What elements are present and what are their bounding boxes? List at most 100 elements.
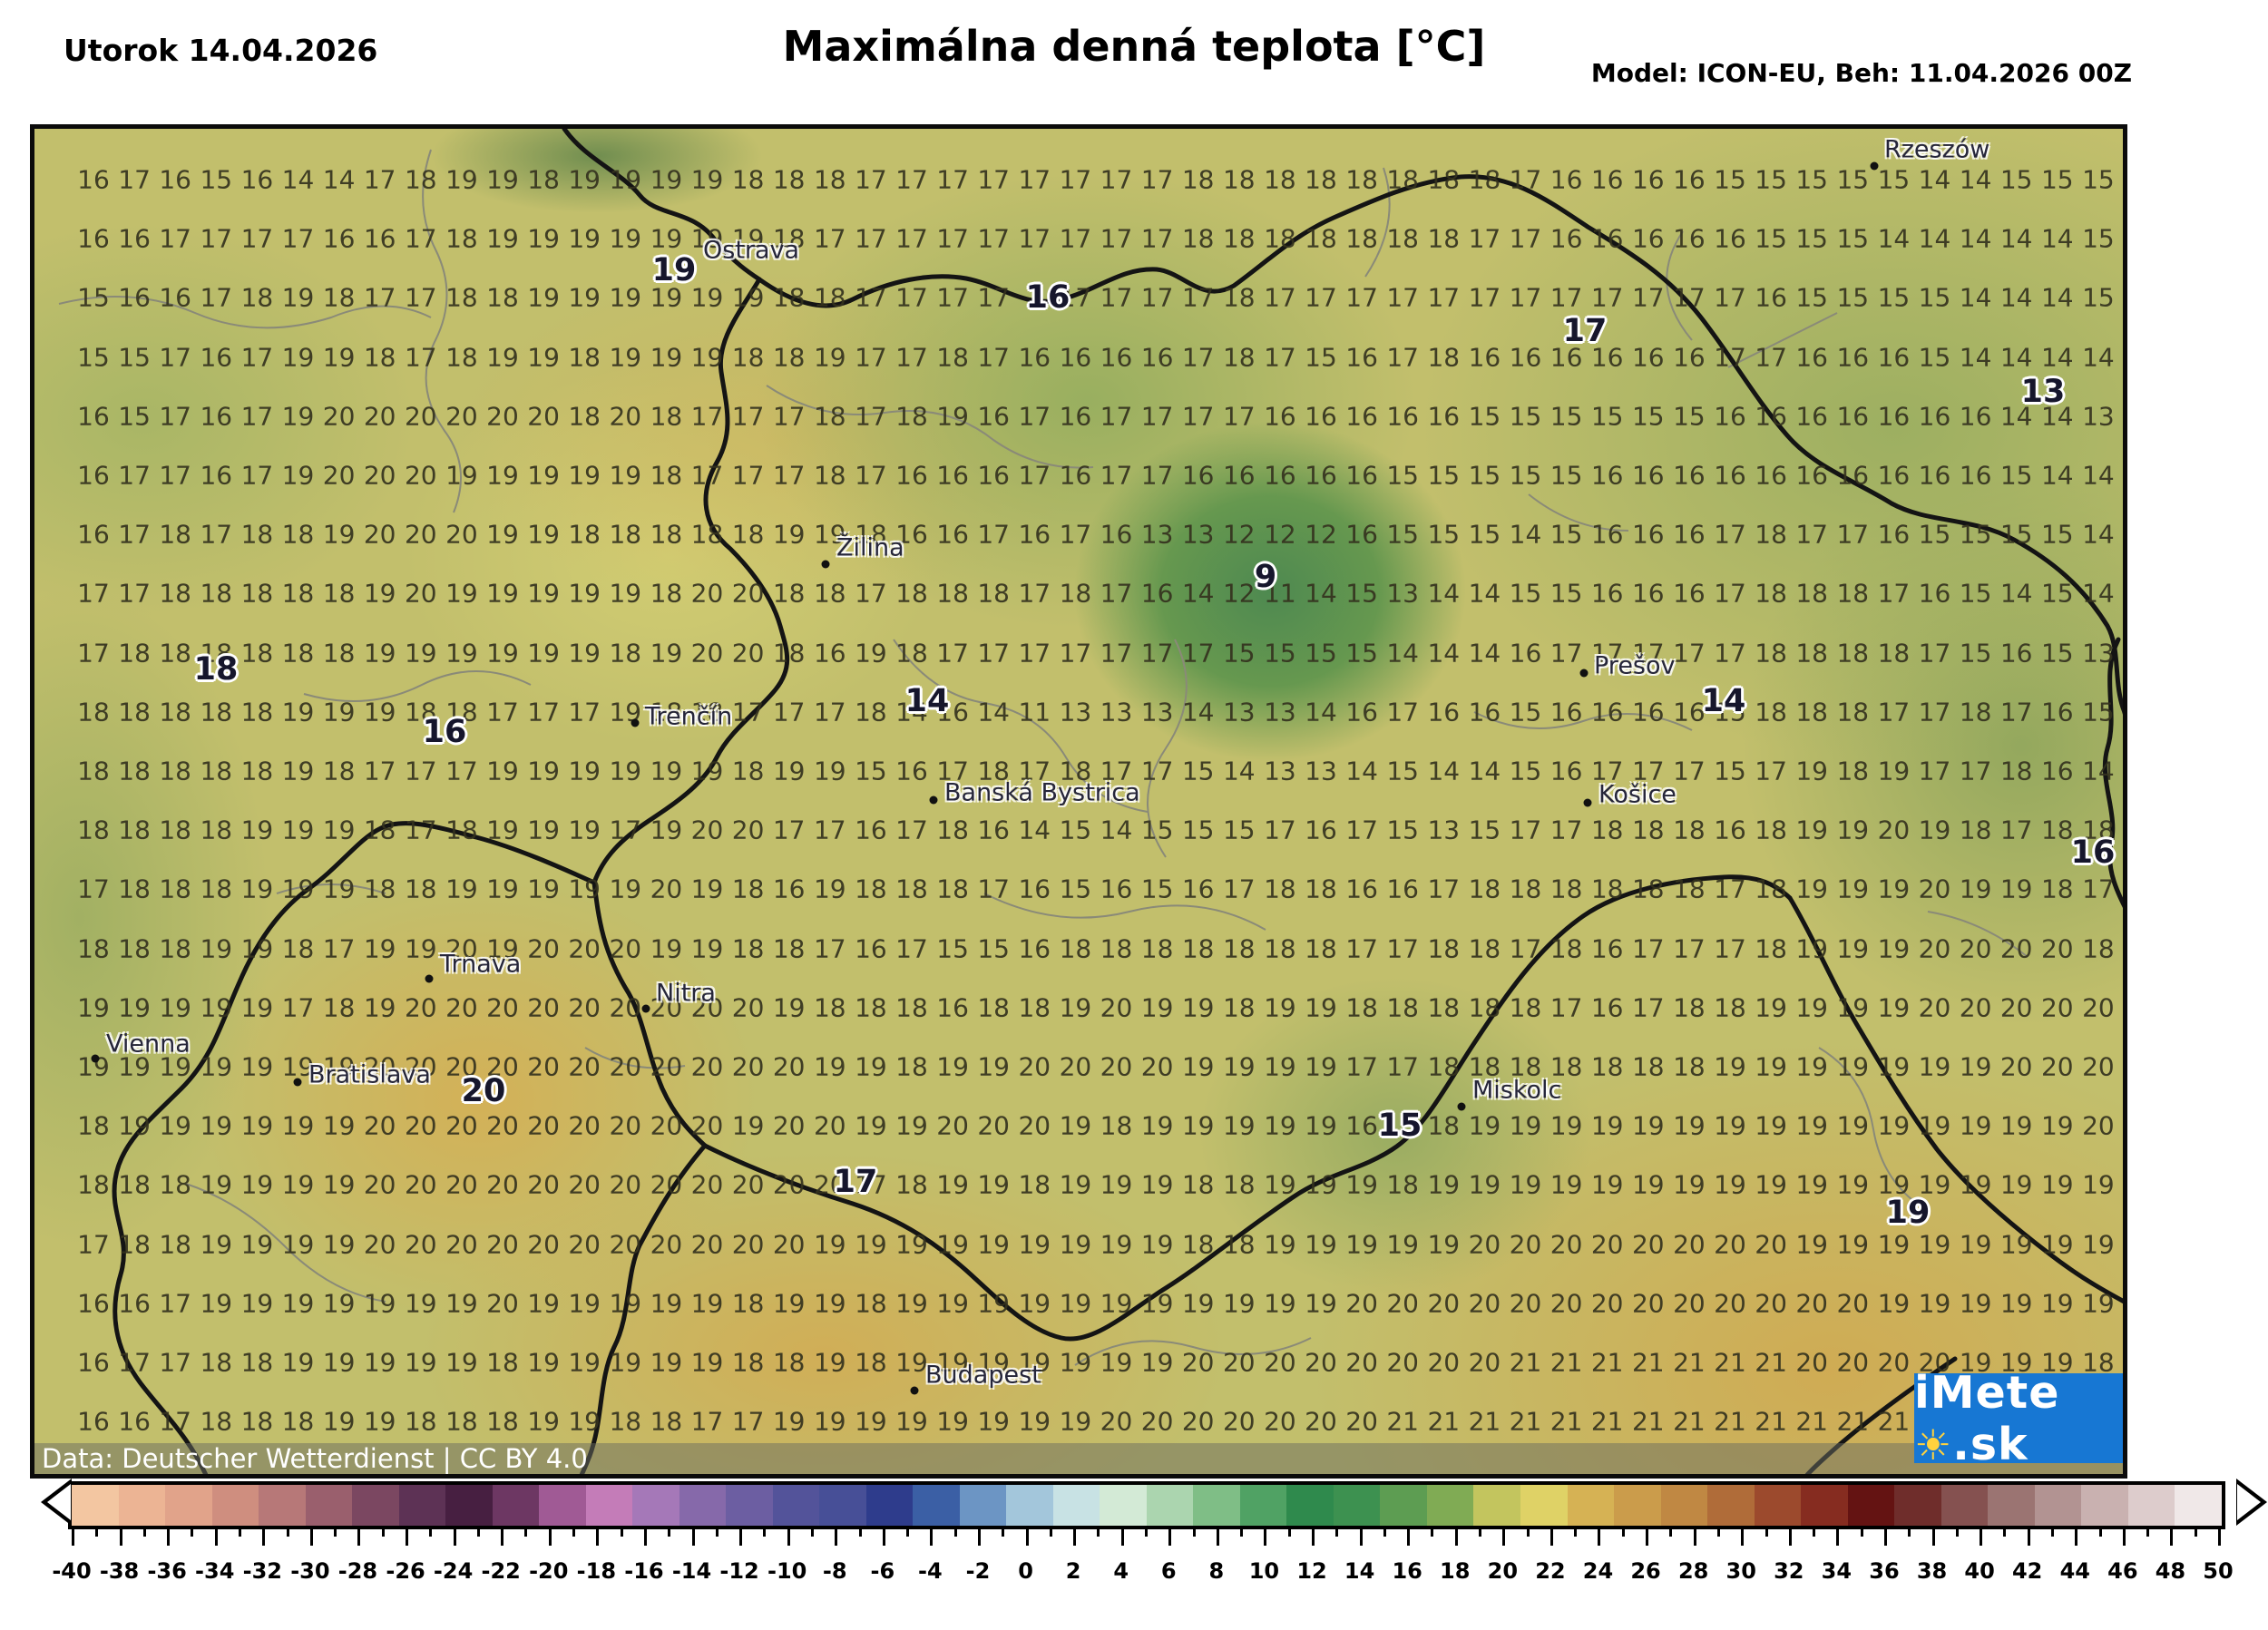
grid-temp: 19: [1140, 1347, 1174, 1378]
grid-temp: 19: [1059, 1288, 1092, 1319]
grid-temp: 17: [1714, 342, 1746, 373]
grid-temp: 15: [1181, 815, 1215, 845]
grid-temp: 15: [1959, 519, 1992, 550]
grid-temp: 17: [1140, 282, 1174, 313]
grid-temp: 17: [1673, 933, 1706, 964]
grid-temp: 19: [1345, 1229, 1378, 1260]
grid-temp: 20: [404, 992, 437, 1023]
grid-temp: 18: [1509, 874, 1542, 904]
grid-temp: 18: [772, 223, 806, 254]
grid-temp: 20: [1222, 1347, 1256, 1378]
grid-temp: 18: [1836, 638, 1870, 669]
grid-temp: 11: [1018, 697, 1051, 727]
grid-temp: 14: [1999, 282, 2033, 313]
colorbar-arrow-fill: [47, 1483, 71, 1520]
grid-temp: 18: [77, 697, 110, 727]
grid-temp: 17: [895, 342, 928, 373]
grid-temp: 21: [1631, 1406, 1665, 1437]
colorbar-segment: [2127, 1485, 2175, 1526]
grid-temp: 20: [1918, 1347, 1951, 1378]
grid-temp: 16: [1345, 697, 1378, 727]
grid-temp: 17: [159, 1347, 192, 1378]
highlight-temp: 16: [1025, 279, 1070, 316]
grid-temp: 20: [527, 1110, 560, 1141]
grid-temp: 14: [1345, 756, 1378, 786]
grid-temp: 16: [1018, 342, 1051, 373]
attribution: Data: Deutscher Wetterdienst | CC BY 4.0: [34, 1443, 2123, 1474]
colorbar-tick: [1454, 1526, 1458, 1546]
colorbar-tick: [1526, 1526, 1530, 1537]
grid-temp: 20: [609, 1229, 642, 1260]
grid-temp: 19: [1836, 815, 1870, 845]
grid-temp: 18: [404, 697, 437, 727]
grid-temp: 21: [1836, 1406, 1870, 1437]
grid-temp: 18: [731, 933, 765, 964]
grid-temp: 20: [1590, 1288, 1624, 1319]
grid-temp: 20: [1755, 1229, 1787, 1260]
grid-temp: 18: [609, 1406, 642, 1437]
grid-temp: 18: [650, 578, 683, 609]
grid-temp: 17: [159, 460, 192, 491]
grid-temp: 19: [855, 638, 887, 669]
grid-temp: 19: [1059, 992, 1092, 1023]
grid-temp: 15: [1181, 756, 1215, 786]
colorbar-segment: [679, 1485, 727, 1526]
grid-temp: 17: [118, 460, 151, 491]
grid-temp: 16: [77, 401, 110, 432]
grid-temp: 20: [404, 1051, 437, 1082]
city-dot: [1457, 1102, 1466, 1111]
grid-temp: 15: [1959, 638, 1992, 669]
grid-temp: 19: [813, 519, 846, 550]
grid-temp: 19: [200, 1051, 233, 1082]
grid-temp: 18: [1999, 756, 2033, 786]
grid-temp: 19: [731, 282, 765, 313]
grid-temp: 19: [1590, 1169, 1624, 1200]
grid-temp: 12: [1222, 578, 1256, 609]
grid-temp: 14: [1018, 815, 1051, 845]
grid-temp: 15: [1918, 282, 1951, 313]
grid-temp: 16: [895, 756, 928, 786]
grid-temp: 14: [2082, 460, 2115, 491]
colorbar-label: 28: [1677, 1558, 1709, 1584]
grid-temp: 17: [404, 223, 437, 254]
city-label: Prešov: [1594, 651, 1676, 680]
grid-temp: 18: [1181, 164, 1215, 195]
grid-temp: 18: [690, 519, 724, 550]
colorbar-tick: [1813, 1526, 1816, 1537]
colorbar-tick: [1025, 1526, 1029, 1546]
date-label: Utorok 14.04.2026: [64, 33, 378, 68]
colorbar-tick: [643, 1526, 647, 1546]
colorbar-tick: [1860, 1526, 1863, 1537]
grid-temp: 20: [404, 1110, 437, 1141]
grid-temp: 18: [977, 578, 1011, 609]
grid-temp: 20: [772, 1229, 806, 1260]
grid-temp: 18: [1795, 578, 1829, 609]
grid-temp: 18: [200, 874, 233, 904]
colorbar-tick: [953, 1526, 957, 1537]
grid-temp: 19: [936, 1406, 969, 1437]
grid-temp: 18: [1181, 1169, 1215, 1200]
grid-temp: 20: [1100, 1051, 1133, 1082]
grid-temp: 19: [1673, 1169, 1706, 1200]
grid-temp: 19: [159, 992, 192, 1023]
grid-temp: 18: [2082, 933, 2115, 964]
grid-temp: 19: [1836, 1229, 1870, 1260]
grid-temp: 19: [568, 164, 601, 195]
colorbar-tick: [95, 1526, 99, 1537]
grid-temp: 16: [1755, 401, 1787, 432]
grid-temp: 18: [200, 1347, 233, 1378]
grid-temp: 15: [1509, 697, 1542, 727]
grid-temp: 20: [1631, 1229, 1665, 1260]
grid-temp: 14: [2040, 401, 2074, 432]
grid-temp: 17: [1714, 282, 1746, 313]
grid-temp: 18: [118, 933, 151, 964]
grid-temp: 19: [118, 1051, 151, 1082]
grid-temp: 19: [77, 992, 110, 1023]
grid-temp: 17: [1181, 282, 1215, 313]
grid-temp: 19: [1755, 992, 1787, 1023]
grid-temp: 18: [855, 697, 887, 727]
grid-temp: 16: [1345, 342, 1378, 373]
grid-temp: 18: [1140, 933, 1174, 964]
colorbar-segment: [1754, 1485, 1802, 1526]
grid-temp: 16: [813, 638, 846, 669]
